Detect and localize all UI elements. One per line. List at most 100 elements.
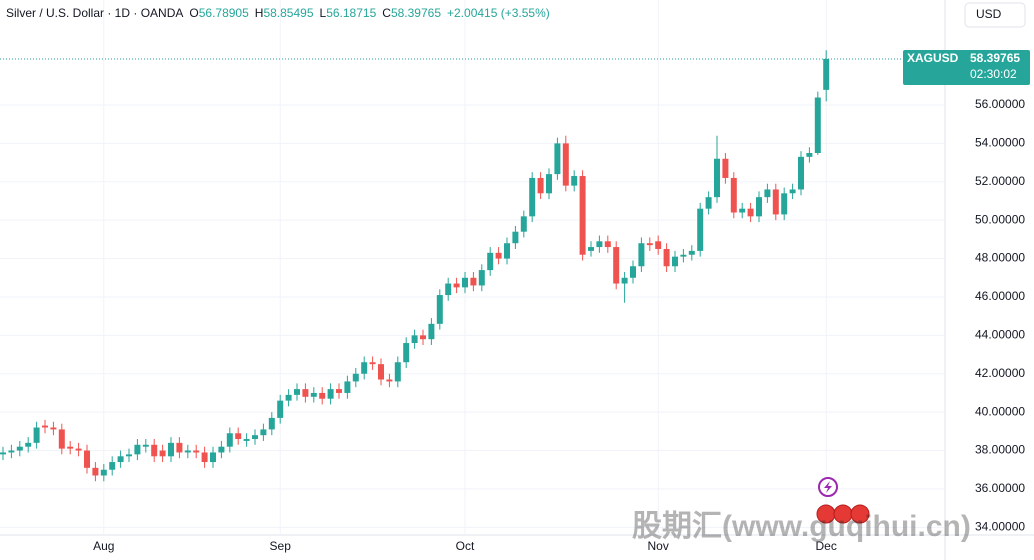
y-tick-label: 40.00000 <box>975 404 1025 418</box>
candle-body <box>33 427 40 443</box>
candle-body <box>310 392 317 397</box>
candle-body <box>823 58 830 90</box>
candle-body <box>604 241 611 248</box>
candle-body <box>210 452 216 463</box>
candle-body <box>630 266 636 278</box>
currency[interactable]: USD <box>976 7 1002 21</box>
candle-body <box>579 176 586 255</box>
candle-body <box>319 392 326 399</box>
candle-body <box>714 158 720 198</box>
candle-body <box>168 442 174 457</box>
candle-body <box>352 373 359 382</box>
x-tick-label: Dec <box>816 539 837 553</box>
candle-body <box>781 193 788 215</box>
candle-body <box>252 435 258 440</box>
candle-body <box>50 427 57 430</box>
candle-body <box>394 362 401 382</box>
candles <box>0 50 945 482</box>
y-tick-label: 54.00000 <box>975 136 1025 150</box>
candle-body <box>25 442 32 447</box>
y-tick-label: 56.00000 <box>975 97 1025 111</box>
candle-body <box>159 450 166 457</box>
badge-symbol: XAGUSD <box>907 51 959 65</box>
y-tick-label: 34.00000 <box>975 519 1025 533</box>
candle-body <box>546 174 552 194</box>
currency-button[interactable] <box>964 2 1026 28</box>
candle-body <box>411 335 418 344</box>
ohlc-key: L <box>320 6 327 20</box>
candle-body <box>722 158 729 178</box>
x-tick-label: Sep <box>270 539 292 553</box>
header: Silver / U.S. Dollar · 1D · OANDA O56.789… <box>6 6 550 20</box>
candle-body <box>562 143 569 186</box>
candle-body <box>67 446 74 449</box>
event-flag[interactable] <box>850 504 870 524</box>
candle-body <box>378 364 384 380</box>
watermark: 股期汇(www.guqihui.cn) <box>632 510 971 543</box>
candle-body <box>218 446 225 453</box>
candle-body <box>756 197 762 217</box>
candle-body <box>268 417 275 430</box>
candle-body <box>798 156 804 190</box>
y-tick-label: 44.00000 <box>975 328 1025 342</box>
candle-body <box>621 277 628 284</box>
ohlc-value: 58.85495 <box>263 6 313 20</box>
candle-body <box>16 446 23 451</box>
candle-body <box>142 444 149 447</box>
candle-body <box>537 177 544 194</box>
candle-body <box>436 295 443 324</box>
y-tick-label: 36.00000 <box>975 481 1025 495</box>
candle-body <box>495 252 502 259</box>
candle-body <box>151 444 158 457</box>
candle-body <box>638 243 645 267</box>
candle-body <box>277 400 284 418</box>
candle-body <box>84 450 90 468</box>
candle-body <box>134 444 141 455</box>
candle-body <box>302 389 309 397</box>
candle-body <box>512 231 519 244</box>
candle-body <box>361 362 368 374</box>
candle-body <box>478 270 485 286</box>
candle-body <box>75 448 82 451</box>
ohlc-key: O <box>189 6 198 20</box>
candle-body <box>100 469 107 476</box>
candle-body <box>588 247 594 251</box>
candle-body <box>184 450 191 453</box>
candle-body <box>697 208 704 251</box>
ohlc-key: H <box>255 6 264 20</box>
candle-body <box>176 442 183 453</box>
y-tick-label: 38.00000 <box>975 443 1025 457</box>
candle-body <box>428 323 435 340</box>
candle-body <box>58 429 65 449</box>
candle-body <box>126 454 132 457</box>
candle-body <box>520 216 527 232</box>
candle-body <box>470 277 477 286</box>
candle-body <box>117 456 124 463</box>
y-tick-label: 52.00000 <box>975 174 1025 188</box>
candle-body <box>613 247 620 284</box>
ohlc-value: 58.39765 <box>391 6 441 20</box>
candle-body <box>487 252 494 271</box>
candle-body <box>42 425 48 428</box>
candle-body <box>386 379 393 382</box>
grid <box>0 0 945 535</box>
title: Silver / U.S. Dollar · 1D · OANDA <box>6 6 183 20</box>
candle-body <box>0 452 6 455</box>
candle-body <box>235 433 242 440</box>
candle-body <box>294 389 300 395</box>
y-tick-label: 46.00000 <box>975 289 1025 303</box>
badge-countdown: 02:30:02 <box>970 67 1017 81</box>
candle-body <box>462 277 468 288</box>
badge-price: 58.39765 <box>970 51 1020 65</box>
candle-body <box>369 362 376 365</box>
candle-body <box>655 241 662 249</box>
candle-body <box>403 343 410 363</box>
candle-body <box>646 243 653 246</box>
candle-body <box>772 189 779 215</box>
candle-body <box>92 467 99 476</box>
candle-body <box>672 256 678 267</box>
candle-body <box>789 189 796 194</box>
